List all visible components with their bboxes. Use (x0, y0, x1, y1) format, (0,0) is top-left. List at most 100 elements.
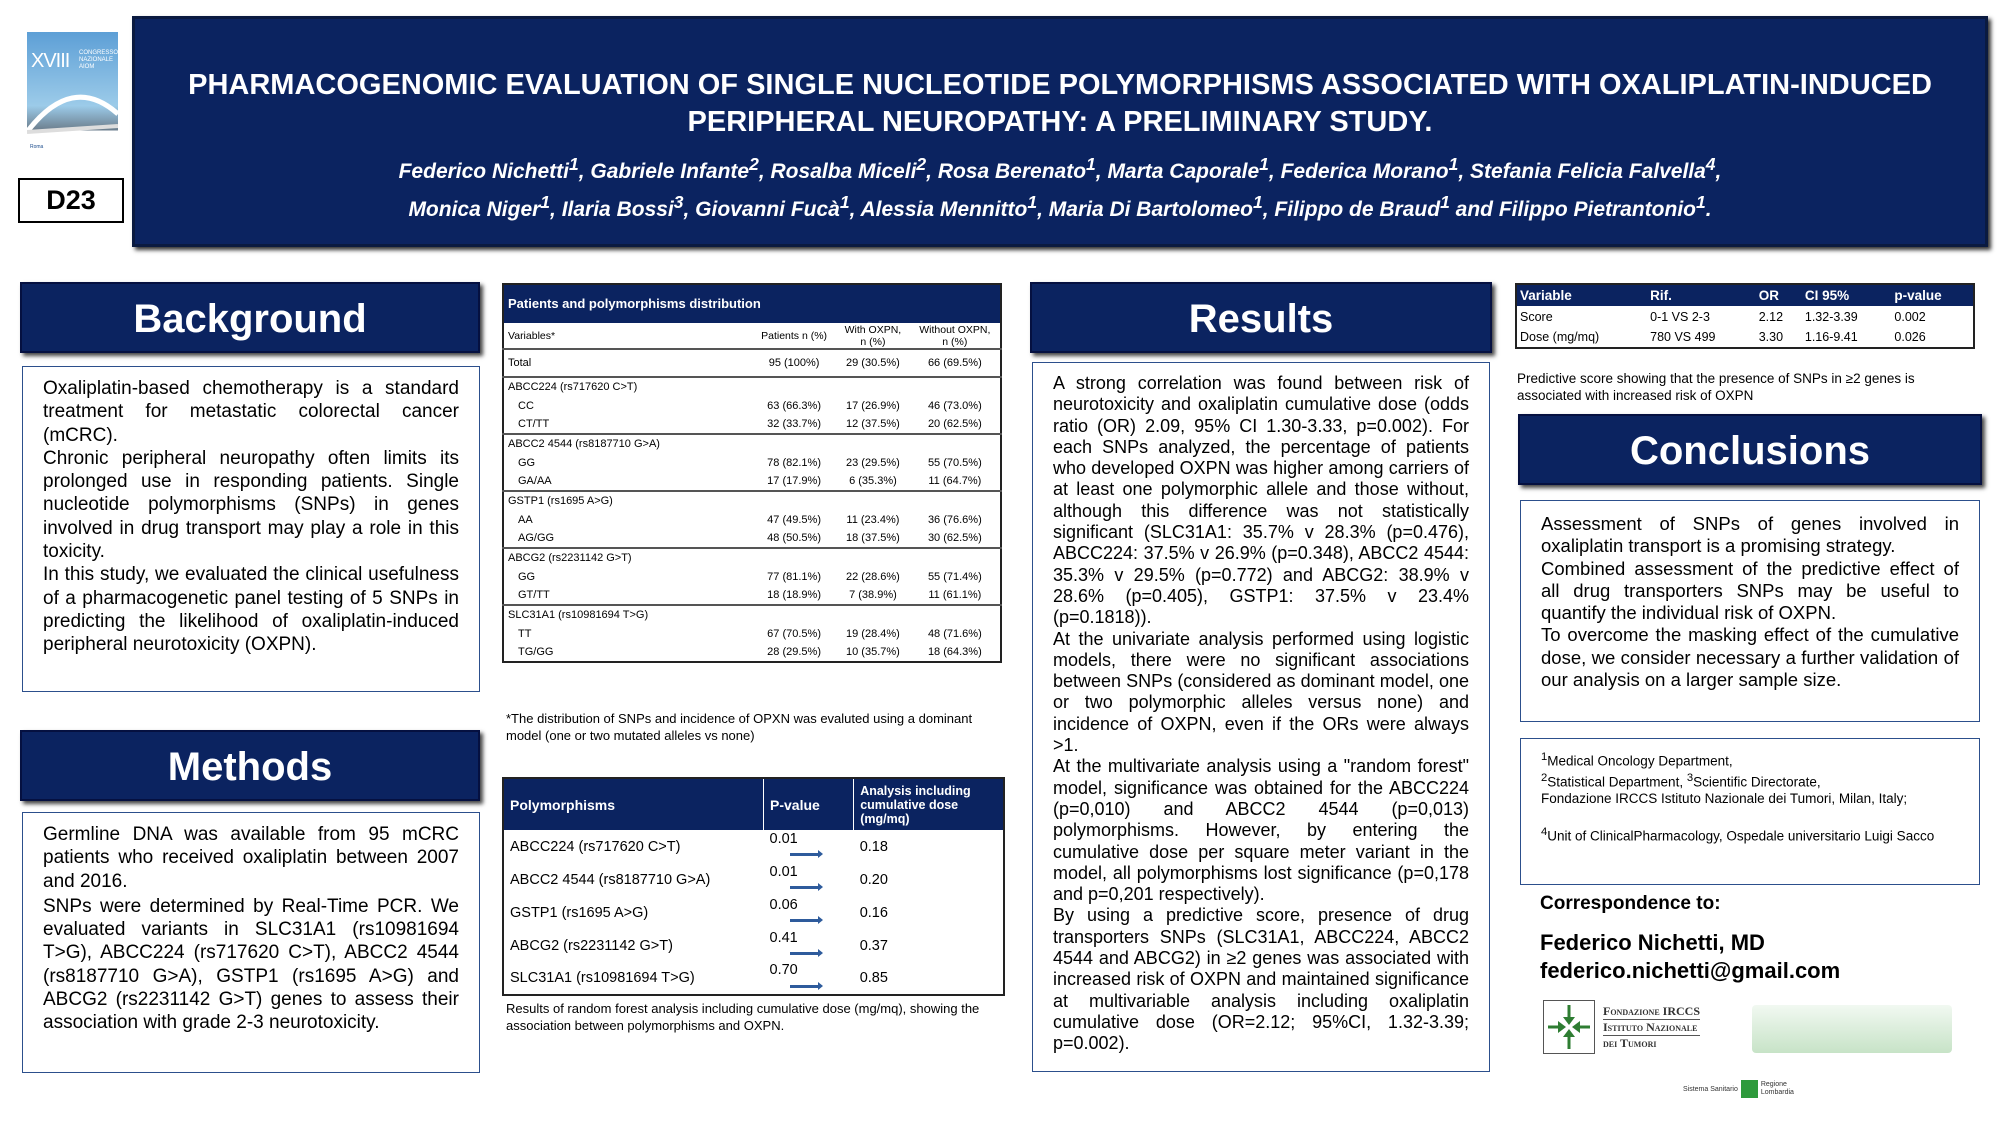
table-row: Score 0-1 VS 2-3 2.12 1.32-3.39 0.002 (1520, 309, 1926, 324)
table-row: GG 78 (82.1%) 23 (29.5%) 55 (70.5%) (518, 456, 982, 469)
affiliation: Medical Oncology Department, (1547, 753, 1733, 769)
random-forest-table: Polymorphisms P-value Analysis including c… (502, 777, 1005, 996)
paragraph: A strong correlation was found between r… (1053, 373, 1469, 628)
affiliation: Fondazione IRCCS Istituto Nazionale dei … (1541, 791, 1908, 806)
author: Filippo de Braud1 (1274, 192, 1450, 221)
table1-footnote: *The distribution of SNPs and incidence … (506, 711, 973, 743)
author: Maria Di Bartolomeo1 (1048, 192, 1263, 221)
col-header: Rif. (1650, 288, 1672, 303)
author: Monica Niger1 (408, 192, 551, 221)
col-header: OR (1758, 288, 1779, 303)
lombardia-icon (1740, 1080, 1758, 1098)
poster-title: PHARMACOGENOMIC EVALUATION OF SINGLE NUC… (188, 69, 1932, 138)
paragraph: In this study, we evaluated the clinical… (43, 564, 459, 656)
cover-city: Roma (30, 144, 44, 150)
table-row: ABCG2 (rs2231142 G>T) 0.41 0.37 (510, 929, 888, 958)
col-header: CI 95% (1804, 288, 1850, 303)
paragraph: To overcome the masking effect of the cu… (1541, 624, 1959, 691)
table-row: AG/GG 48 (50.5%) 18 (37.5%) 30 (62.5%) (518, 532, 982, 544)
bridge-icon (27, 94, 118, 134)
paragraph: Assessment of SNPs of genes involved in … (1541, 513, 1959, 557)
author: Alessia Mennitto1 (860, 192, 1038, 221)
table-row: GA/AA 17 (17.9%) 6 (35.3%) 11 (64.7%) (518, 475, 982, 487)
poster-header: PHARMACOGENOMIC EVALUATION OF SINGLE NUC… (132, 16, 1988, 247)
distribution-table: Patients and polymorphisms distribution … (502, 283, 1002, 663)
col-header: Analysis including cumulative dose (mg/m… (853, 778, 1005, 830)
author: Rosa Berenato1 (937, 154, 1096, 183)
results-heading: Results (1030, 282, 1492, 353)
table-row: Total 95 (100%) 29 (30.5%) 66 (69.5%) (508, 357, 982, 369)
arrow-icon (789, 981, 823, 990)
table-row: AA 47 (49.5%) 11 (23.4%) 36 (76.6%) (518, 513, 982, 526)
author: Filippo Pietrantonio1 (1498, 192, 1706, 221)
table-row: GT/TT 18 (18.9%) 7 (38.9%) 11 (61.1%) (518, 589, 982, 601)
col-header: Variable (1520, 288, 1572, 303)
author: Gabriele Infante2 (590, 154, 759, 183)
paragraph: SNPs were determined by Real-Time PCR. W… (43, 895, 459, 1034)
correspondence-label: Correspondence to: (1540, 893, 1721, 914)
arrow-icon (789, 850, 823, 859)
background-heading: Background (20, 282, 480, 353)
group-row: ABCC2 4544 (rs8187710 G>A) (503, 433, 1001, 453)
col-header: P-value (763, 778, 855, 830)
paragraph: Germline DNA was available from 95 mCRC … (43, 824, 459, 892)
table-row: Dose (mg/mq) 780 VS 499 3.30 1.16-9.41 0.026 (1520, 330, 1926, 344)
paragraph: Oxaliplatin-based chemotherapy is a stan… (43, 378, 459, 446)
author: Marta Caporale1 (1107, 154, 1269, 183)
paragraph: Chronic peripheral neuropathy often limi… (43, 447, 459, 563)
affiliations: 1Medical Oncology Department, 2Statistic… (1520, 738, 1980, 885)
affiliation: Unit of ClinicalPharmacology, Ospedale u… (1547, 828, 1935, 844)
table2-caption: Results of random forest analysis includ… (506, 1001, 980, 1033)
paragraph: At the univariate analysis performed usi… (1053, 628, 1469, 756)
table-row: TT 67 (70.5%) 19 (28.4%) 48 (71.6%) (518, 627, 982, 640)
int-logo-text: Fondazione IRCCS Istituto Nazionale dei Tu… (1603, 1004, 1701, 1050)
table-row: TG/GG 28 (29.5%) 10 (35.7%) 18 (64.3%) (518, 646, 982, 658)
predictive-score-table: Variable Rif. OR CI 95% p-value Score 0-1 VS … (1515, 283, 1975, 349)
paragraph: By using a predictive score, presence of… (1053, 905, 1469, 1054)
affiliation: Scientific Directorate, (1693, 774, 1821, 789)
author: Rosalba Miceli2 (770, 154, 927, 183)
lombardia-logo: Sistema Sanitario Regione Lombardia (1683, 1080, 1794, 1098)
table-row: GSTP1 (rs1695 A>G) 0.06 0.16 (510, 896, 888, 925)
table3-caption: Predictive score showing that the presen… (1517, 371, 1915, 403)
table-row: GG 77 (81.1%) 22 (28.6%) 55 (71.4%) (518, 570, 982, 583)
affiliation: Statistical Department, (1547, 774, 1687, 789)
author: Federico Nichetti1 (398, 154, 579, 183)
congress-cover-image: XVIII CONGRESSO NAZIONALE AIOM Roma (27, 32, 118, 155)
group-row: SLC31A1 (rs10981694 T>G) (503, 604, 1001, 624)
methods-heading: Methods (20, 730, 480, 801)
background-text: Oxaliplatin-based chemotherapy is a stan… (22, 366, 480, 692)
authors: Federico Nichetti1, Gabriele Infante2, R… (398, 154, 1722, 221)
author: Ilaria Bossi3 (561, 192, 684, 221)
author: Giovanni Fucà1 (695, 192, 850, 221)
correspondence-name: Federico Nichetti, MD (1540, 930, 1765, 955)
arrow-icon (789, 949, 823, 958)
table-title: Patients and polymorphisms distribution (503, 284, 1001, 323)
institute-building-image (1752, 1005, 1952, 1053)
poster-code: D23 (18, 178, 124, 223)
author: Federica Morano1 (1280, 154, 1459, 183)
cover-roman: XVIII (31, 50, 70, 72)
col-header: p-value (1894, 288, 1942, 303)
author: Stefania Felicia Falvella4 (1470, 154, 1716, 183)
results-text: A strong correlation was found between r… (1032, 362, 1490, 1072)
paragraph: At the multivariate analysis using a "ra… (1053, 756, 1469, 905)
arrow-icon (789, 883, 823, 892)
conclusions-text: Assessment of SNPs of genes involved in … (1520, 500, 1980, 722)
group-row: GSTP1 (rs1695 A>G) (503, 490, 1001, 510)
table-row: SLC31A1 (rs10981694 T>G) 0.70 0.85 (510, 962, 888, 990)
arrow-icon (789, 916, 823, 925)
cover-text: CONGRESSO NAZIONALE AIOM (79, 50, 118, 70)
group-row: ABCG2 (rs2231142 G>T) (503, 547, 1001, 567)
table-row: CC 63 (66.3%) 17 (26.9%) 46 (73.0%) (518, 399, 982, 412)
col-header: Polymorphisms (503, 778, 765, 830)
col-header: Without OXPN, n (%) (909, 323, 1001, 350)
group-row: ABCC224 (rs717620 C>T) (503, 376, 1001, 396)
conclusions-heading: Conclusions (1518, 414, 1982, 485)
correspondence-email[interactable]: federico.nichetti@gmail.com (1540, 958, 1841, 983)
table-row: ABCC224 (rs717620 C>T) 0.01 0.18 (510, 830, 888, 859)
int-logo-icon (1543, 1000, 1595, 1054)
col-header: With OXPN, n (%) (836, 323, 910, 350)
table-row: ABCC2 4544 (rs8187710 G>A) 0.01 0.20 (510, 863, 888, 892)
methods-text: Germline DNA was available from 95 mCRC … (22, 812, 480, 1073)
